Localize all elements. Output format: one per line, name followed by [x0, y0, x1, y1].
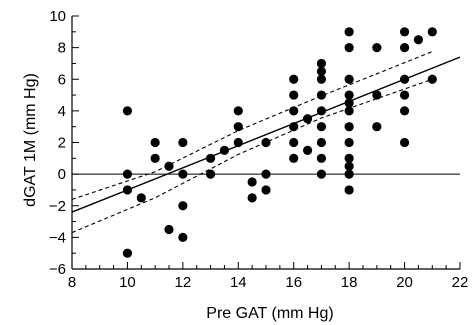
data-point [178, 232, 188, 242]
data-point [233, 137, 243, 148]
points-layer [122, 27, 437, 258]
y-tick-label: 8 [58, 40, 66, 57]
data-point [233, 106, 243, 116]
y-tick-label: 0 [58, 166, 66, 183]
data-point [122, 106, 133, 116]
data-point [344, 161, 354, 171]
data-point [261, 185, 271, 195]
x-tick-label: 10 [119, 274, 136, 291]
data-point [122, 185, 133, 195]
data-point [427, 74, 437, 84]
x-tick-label: 14 [230, 274, 247, 291]
data-point [316, 74, 327, 84]
data-point [344, 43, 354, 53]
data-point [289, 153, 299, 163]
data-point [289, 137, 299, 148]
data-point [372, 90, 382, 100]
y-axis-label: dGAT 1M (mm Hg) [22, 73, 39, 207]
data-point [136, 193, 146, 203]
data-point [164, 224, 174, 235]
data-point [344, 74, 354, 84]
data-point [344, 185, 354, 195]
data-point [247, 177, 257, 187]
data-point [289, 106, 299, 116]
data-point [316, 90, 327, 100]
x-tick-label: 8 [68, 274, 76, 291]
data-point [150, 153, 160, 163]
data-point [372, 122, 382, 132]
y-tick-label: 10 [49, 8, 66, 25]
y-tick-label: −4 [49, 229, 66, 246]
data-point [150, 137, 160, 148]
data-point [289, 122, 299, 132]
y-tick-label: 6 [58, 71, 66, 88]
data-point [399, 27, 410, 37]
regression-line [71, 56, 461, 213]
x-tick-label: 22 [452, 274, 469, 291]
data-point [316, 58, 327, 69]
data-point [289, 90, 299, 100]
data-point [344, 169, 354, 179]
data-point [205, 153, 216, 163]
data-point [427, 27, 437, 37]
data-point [247, 193, 257, 203]
x-tick-label: 16 [285, 274, 302, 291]
tick-labels: 8 10 12 14 16 18 20 22 −6 −4 −2 0 2 4 6 8 10 [49, 8, 468, 291]
data-point [316, 106, 327, 116]
data-point [205, 169, 216, 179]
data-point [302, 114, 313, 124]
y-tick-label: 2 [58, 135, 66, 152]
data-point [344, 122, 354, 132]
data-point [122, 248, 133, 258]
data-point [302, 145, 313, 156]
data-point [316, 122, 327, 132]
data-point [219, 145, 230, 156]
data-point [372, 43, 382, 53]
data-point [261, 169, 271, 179]
data-point [399, 106, 410, 116]
data-point [399, 43, 410, 53]
data-point [316, 153, 327, 163]
x-tick-label: 18 [341, 274, 358, 291]
data-point [344, 90, 354, 100]
data-point [413, 35, 424, 45]
data-point [178, 201, 188, 211]
data-point [344, 106, 354, 116]
data-point [344, 137, 354, 148]
data-point [316, 137, 327, 148]
data-point [261, 137, 271, 148]
y-tick-label: 4 [58, 103, 66, 120]
data-point [164, 161, 174, 171]
data-point [399, 137, 410, 148]
confidence-band-upper [71, 51, 433, 200]
data-point [344, 27, 354, 37]
data-point [316, 169, 327, 179]
x-tick-label: 20 [396, 274, 413, 291]
y-tick-label: −2 [49, 198, 66, 215]
data-point [122, 169, 133, 179]
x-axis-label: Pre GAT (mm Hg) [206, 305, 333, 322]
data-point [344, 153, 354, 163]
data-point [233, 122, 243, 132]
data-point [399, 74, 410, 84]
data-point [178, 169, 188, 179]
y-tick-label: −6 [49, 261, 66, 278]
confidence-band-lower [71, 78, 433, 234]
data-point [316, 66, 327, 76]
data-point [289, 74, 299, 84]
data-point [399, 90, 410, 100]
x-tick-label: 12 [175, 274, 192, 291]
data-point [344, 98, 354, 108]
data-point [178, 137, 188, 148]
